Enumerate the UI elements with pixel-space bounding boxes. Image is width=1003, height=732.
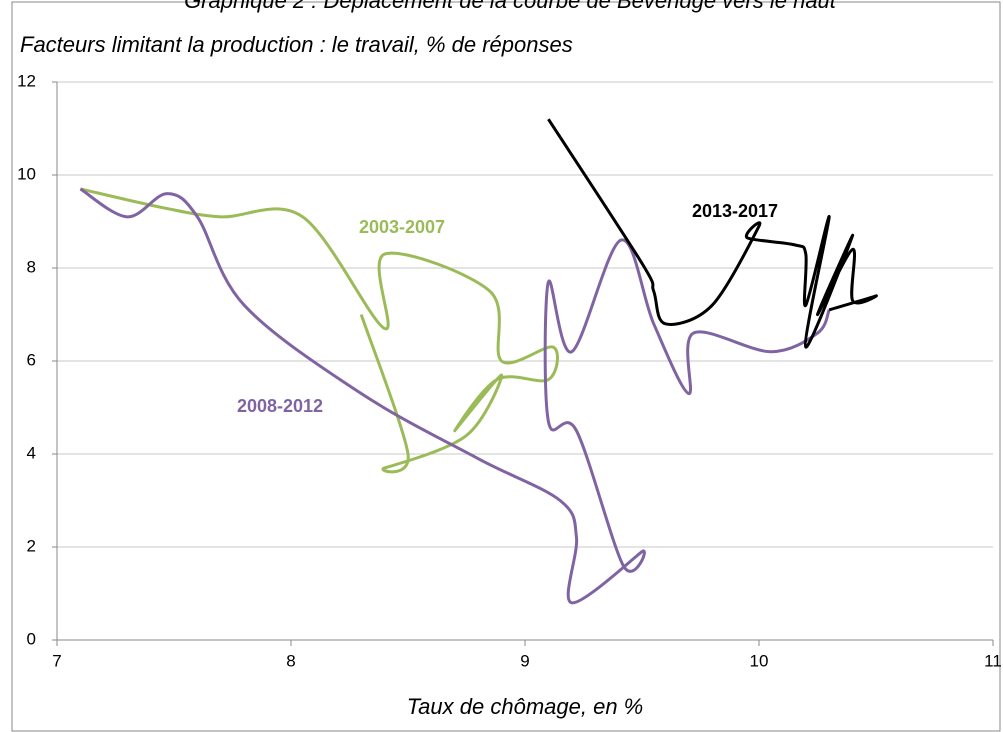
- x-tick-label: 7: [52, 651, 61, 670]
- series-line: [79, 187, 831, 605]
- series-line: [547, 118, 878, 349]
- chart-subtitle: Facteurs limitant la production : le tra…: [20, 32, 573, 57]
- chart-frame: [11, 1, 1001, 732]
- series-line: [80, 187, 559, 474]
- y-tick-label: 4: [27, 443, 36, 462]
- x-tick-label: 10: [750, 651, 769, 670]
- y-tick-label: 10: [17, 164, 36, 183]
- x-tick-label: 8: [286, 651, 295, 670]
- x-tick-label: 9: [520, 651, 529, 670]
- y-tick-label: 12: [17, 71, 36, 90]
- y-tick-label: 8: [27, 257, 36, 276]
- series-label: 2003-2007: [359, 217, 445, 237]
- y-tick-label: 6: [27, 350, 36, 369]
- x-axis-label: Taux de chômage, en %: [407, 694, 643, 719]
- chart-title: Graphique 2 : Déplacement de la courbe d…: [184, 0, 837, 13]
- y-tick-label: 2: [27, 536, 36, 555]
- y-tick-label: 0: [27, 629, 36, 648]
- series-label: 2008-2012: [237, 396, 323, 416]
- series-label: 2013-2017: [692, 201, 778, 221]
- x-tick-label: 11: [984, 651, 1002, 670]
